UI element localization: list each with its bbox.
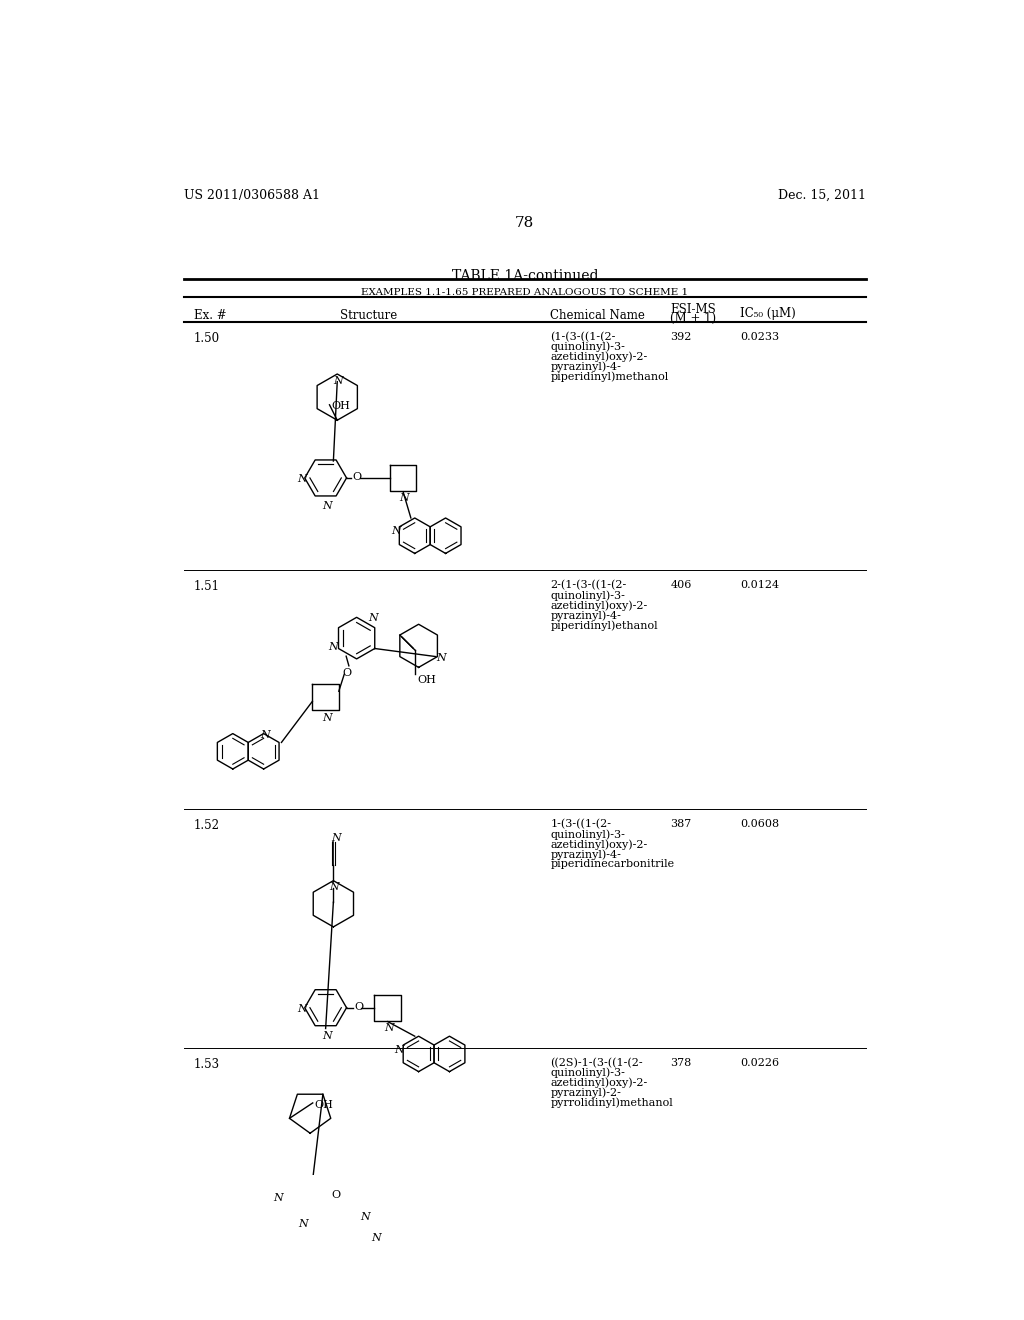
Text: N: N: [334, 376, 343, 385]
Text: O: O: [331, 1191, 340, 1200]
Text: Ex. #: Ex. #: [194, 309, 226, 322]
Text: 2-(1-(3-((1-(2-: 2-(1-(3-((1-(2-: [550, 581, 627, 590]
Text: 1.51: 1.51: [194, 581, 220, 594]
Text: azetidinyl)oxy)-2-: azetidinyl)oxy)-2-: [550, 351, 647, 362]
Text: N: N: [372, 1233, 381, 1243]
Text: N: N: [399, 494, 409, 503]
Text: N: N: [394, 1044, 404, 1055]
Text: 392: 392: [671, 331, 692, 342]
Text: N: N: [436, 653, 445, 663]
Text: (M + 1): (M + 1): [671, 312, 717, 325]
Text: N: N: [360, 1212, 371, 1222]
Text: EXAMPLES 1.1-1.65 PREPARED ANALOGOUS TO SCHEME 1: EXAMPLES 1.1-1.65 PREPARED ANALOGOUS TO …: [361, 288, 688, 297]
Text: 1-(3-((1-(2-: 1-(3-((1-(2-: [550, 818, 611, 829]
Text: N: N: [299, 1220, 308, 1229]
Text: 78: 78: [515, 216, 535, 230]
Text: TABLE 1A-continued: TABLE 1A-continued: [452, 268, 598, 282]
Text: N: N: [322, 1031, 332, 1040]
Text: Structure: Structure: [340, 309, 397, 322]
Text: 1.53: 1.53: [194, 1057, 220, 1071]
Text: OH: OH: [314, 1100, 333, 1110]
Text: (1-(3-((1-(2-: (1-(3-((1-(2-: [550, 331, 615, 342]
Text: piperidinyl)methanol: piperidinyl)methanol: [550, 372, 669, 383]
Text: quinolinyl)-3-: quinolinyl)-3-: [550, 590, 626, 601]
Text: pyrazinyl)-4-: pyrazinyl)-4-: [550, 849, 622, 859]
Text: N: N: [384, 1023, 393, 1034]
Text: N: N: [260, 730, 269, 739]
Text: O: O: [354, 1002, 364, 1011]
Text: 387: 387: [671, 818, 692, 829]
Text: 0.0124: 0.0124: [740, 581, 779, 590]
Text: N: N: [273, 1192, 284, 1203]
Text: Dec. 15, 2011: Dec. 15, 2011: [778, 189, 866, 202]
Text: pyrazinyl)-2-: pyrazinyl)-2-: [550, 1088, 622, 1098]
Text: N: N: [328, 642, 338, 652]
Text: quinolinyl)-3-: quinolinyl)-3-: [550, 1068, 626, 1078]
Text: 0.0226: 0.0226: [740, 1057, 779, 1068]
Text: N: N: [330, 882, 339, 892]
Text: pyrazinyl)-4-: pyrazinyl)-4-: [550, 362, 622, 372]
Text: N: N: [322, 502, 332, 511]
Text: piperidinyl)ethanol: piperidinyl)ethanol: [550, 620, 658, 631]
Text: 0.0608: 0.0608: [740, 818, 779, 829]
Text: O: O: [352, 471, 361, 482]
Text: N: N: [331, 833, 341, 843]
Text: quinolinyl)-3-: quinolinyl)-3-: [550, 342, 626, 352]
Text: ESI-MS: ESI-MS: [671, 304, 716, 317]
Text: quinolinyl)-3-: quinolinyl)-3-: [550, 829, 626, 840]
Text: 378: 378: [671, 1057, 692, 1068]
Text: 1.52: 1.52: [194, 818, 220, 832]
Text: ((2S)-1-(3-((1-(2-: ((2S)-1-(3-((1-(2-: [550, 1057, 643, 1068]
Text: azetidinyl)oxy)-2-: azetidinyl)oxy)-2-: [550, 601, 647, 611]
Text: azetidinyl)oxy)-2-: azetidinyl)oxy)-2-: [550, 1077, 647, 1089]
Text: pyrazinyl)-4-: pyrazinyl)-4-: [550, 610, 622, 620]
Text: OH: OH: [331, 401, 350, 411]
Text: N: N: [322, 713, 332, 723]
Text: azetidinyl)oxy)-2-: azetidinyl)oxy)-2-: [550, 840, 647, 850]
Text: US 2011/0306588 A1: US 2011/0306588 A1: [183, 189, 319, 202]
Text: IC₅₀ (μM): IC₅₀ (μM): [740, 308, 796, 319]
Text: N: N: [297, 474, 307, 484]
Text: N: N: [391, 527, 400, 536]
Text: OH: OH: [417, 675, 436, 685]
Text: N: N: [297, 1003, 307, 1014]
Text: 0.0233: 0.0233: [740, 331, 779, 342]
Text: 406: 406: [671, 581, 692, 590]
Text: 1.50: 1.50: [194, 331, 220, 345]
Text: Chemical Name: Chemical Name: [550, 309, 645, 322]
Text: piperidinecarbonitrile: piperidinecarbonitrile: [550, 859, 675, 869]
Text: O: O: [343, 668, 352, 678]
Text: N: N: [369, 614, 378, 623]
Text: pyrrolidinyl)methanol: pyrrolidinyl)methanol: [550, 1098, 673, 1109]
